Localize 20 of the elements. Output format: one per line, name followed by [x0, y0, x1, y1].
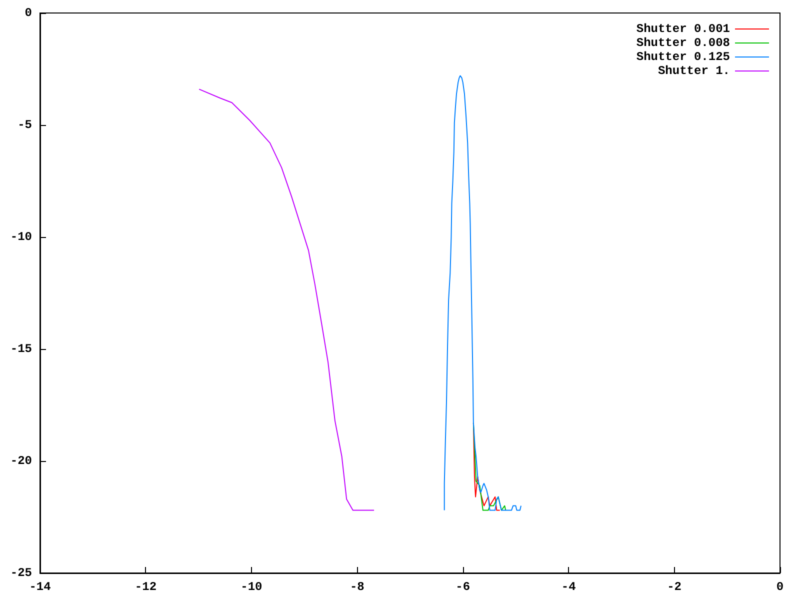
line-series — [198, 88, 375, 511]
x-tick-label: -10 — [240, 580, 262, 594]
legend-label: Shutter 0.125 — [636, 50, 730, 64]
y-tick-label: -15 — [10, 342, 32, 356]
line-series — [444, 75, 522, 511]
x-tick-label: -12 — [134, 580, 157, 594]
x-tick-label: -4 — [561, 580, 576, 594]
y-tick-label: -20 — [10, 454, 32, 468]
x-tick-label: -14 — [29, 580, 51, 594]
legend-label: Shutter 0.008 — [636, 36, 730, 50]
x-tick-label: -6 — [456, 580, 470, 594]
legend-label: Shutter 0.001 — [636, 22, 730, 36]
y-tick-label: -10 — [10, 230, 32, 244]
x-tick-label: -8 — [350, 580, 364, 594]
x-tick-label: 0 — [776, 580, 784, 594]
y-tick-label: -25 — [10, 566, 32, 580]
y-tick-label: -5 — [18, 118, 32, 132]
x-tick-label: -2 — [667, 580, 682, 594]
legend-label: Shutter 1. — [658, 64, 730, 78]
y-tick-label: 0 — [24, 6, 32, 20]
